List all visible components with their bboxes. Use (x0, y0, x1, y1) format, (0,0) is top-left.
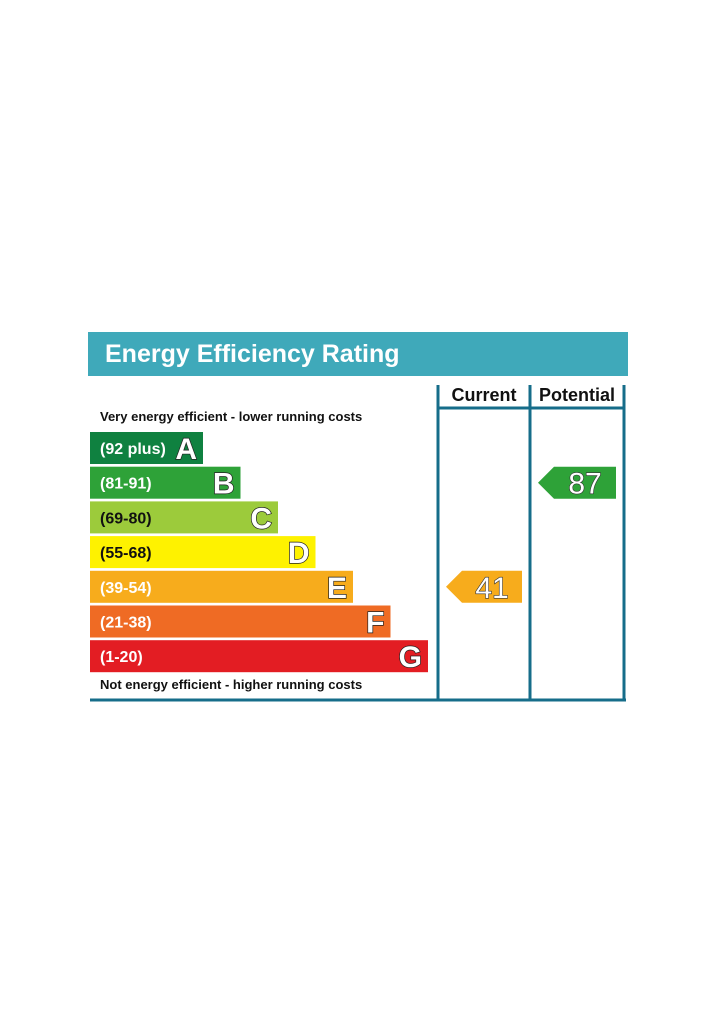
potential-rating-arrow (538, 466, 616, 499)
band-c-range: (69-80) (100, 510, 152, 527)
bottom-caption: Not energy efficient - higher running co… (100, 677, 362, 692)
potential-rating-value: 87 (568, 468, 601, 501)
current-rating-value: 41 (475, 572, 508, 605)
current-rating-arrow (446, 570, 522, 603)
chart-title-bar (88, 332, 628, 376)
chart-frame (90, 385, 626, 702)
band-f-bar (90, 605, 391, 638)
band-b-bar (90, 466, 241, 499)
top-caption: Very energy efficient - lower running co… (100, 409, 362, 424)
band-d-bar (90, 536, 316, 569)
band-c-letter: C (250, 502, 272, 535)
band-a-bar (90, 432, 203, 464)
band-e-letter: E (327, 572, 347, 605)
column-heading-current: Current (451, 385, 516, 405)
band-b-range: (81-91) (100, 476, 152, 493)
rating-bands: (92 plus) A (81-91) B (69-80) C (55-68) D (39-54… (90, 432, 428, 675)
band-f-letter: F (366, 607, 384, 640)
band-g-letter: G (399, 641, 422, 674)
band-a-range: (92 plus) (100, 441, 166, 458)
band-g-bar (90, 640, 428, 673)
band-f-range: (21-38) (100, 615, 152, 632)
band-e-bar (90, 570, 353, 603)
band-d-range: (55-68) (100, 545, 152, 562)
band-e-range: (39-54) (100, 580, 152, 597)
chart-title: Energy Efficiency Rating (105, 340, 400, 368)
rating-arrows: 41 87 (446, 466, 616, 605)
band-d-letter: D (288, 537, 310, 570)
column-heading-potential: Potential (539, 385, 615, 405)
band-g-range: (1-20) (100, 649, 143, 666)
band-a-letter: A (175, 433, 197, 466)
band-c-bar (90, 501, 278, 534)
band-b-letter: B (213, 468, 235, 501)
